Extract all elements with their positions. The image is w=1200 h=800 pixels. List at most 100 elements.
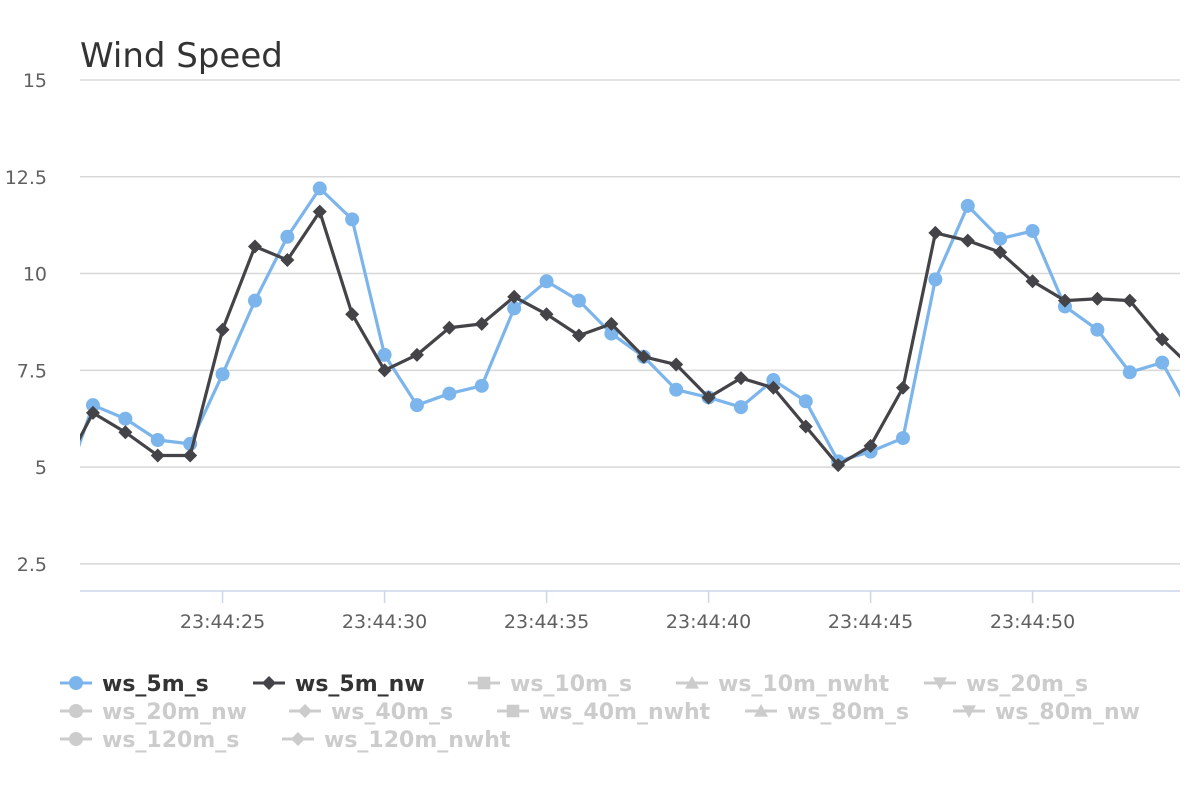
data-point (1188, 363, 1200, 377)
data-point (247, 293, 262, 308)
data-point (409, 347, 424, 362)
data-point (928, 225, 943, 240)
y-tick-label: 5 (35, 457, 47, 479)
legend-label: ws_80m_s (787, 700, 909, 725)
data-point (150, 433, 165, 448)
data-point (280, 253, 295, 268)
legend-marker (506, 704, 520, 718)
data-point (1025, 274, 1040, 289)
x-tick-label: 23:44:35 (504, 611, 589, 633)
y-tick-label: 2.5 (17, 554, 47, 576)
data-point (571, 328, 586, 343)
data-point (312, 181, 327, 196)
data-point (1155, 332, 1170, 347)
data-point (733, 371, 748, 386)
grid-lines (80, 79, 1180, 565)
data-point (604, 316, 619, 331)
legend-label: ws_5m_s (102, 672, 209, 697)
data-point (1122, 293, 1137, 308)
legend-label: ws_20m_nw (102, 700, 247, 725)
data-point (766, 373, 781, 388)
legend-item-ws_5m_nw[interactable]: ws_5m_nw (253, 672, 425, 697)
legend-marker (933, 677, 947, 690)
data-point (928, 272, 943, 287)
data-point (960, 233, 975, 248)
legend-item-ws_5m_s[interactable]: ws_5m_s (60, 672, 209, 697)
x-tick-label: 23:44:30 (342, 611, 427, 633)
legend-marker (298, 704, 312, 718)
data-point (1122, 365, 1137, 380)
legend-marker (962, 705, 976, 718)
data-point (507, 301, 522, 316)
data-point (507, 289, 522, 304)
y-axis-ticks: 2.5 5 7.5 10 12.5 15 (5, 70, 47, 576)
data-point (895, 431, 910, 446)
data-point (539, 274, 554, 289)
legend-label: ws_5m_nw (295, 672, 425, 697)
data-point (1057, 293, 1072, 308)
x-tick-label: 23:44:25 (180, 611, 265, 633)
legend-marker (754, 704, 768, 717)
legend: ws_5m_s ws_5m_nw ws_10m_s ws_10m_nwht ws_20m… (60, 672, 1140, 753)
legend-marker (477, 676, 491, 690)
legend-marker (69, 676, 83, 690)
data-point (442, 386, 457, 401)
legend-marker (69, 704, 83, 718)
data-point (701, 390, 716, 405)
legend-item-ws_20m_nw[interactable]: ws_20m_nw (60, 700, 247, 725)
data-point (798, 394, 813, 409)
data-point (345, 212, 360, 227)
x-tick-label: 23:44:40 (666, 611, 751, 633)
data-point (766, 380, 781, 395)
data-point (895, 380, 910, 395)
series-line (80, 210, 1180, 467)
data-point (604, 326, 619, 341)
data-point (733, 400, 748, 415)
legend-marker (291, 732, 305, 746)
data-point (831, 458, 846, 473)
data-point (150, 448, 165, 463)
legend-item-ws_120m_s[interactable]: ws_120m_s (60, 728, 239, 753)
y-tick-label: 15 (23, 70, 47, 92)
data-point (669, 382, 684, 397)
legend-item-ws_10m_s[interactable]: ws_10m_s (468, 672, 632, 697)
legend-label: ws_10m_nwht (718, 672, 890, 697)
series-group (54, 181, 1200, 482)
legend-label: ws_20m_s (966, 672, 1088, 697)
data-point (345, 307, 360, 322)
legend-marker (262, 676, 276, 690)
data-point (636, 349, 651, 364)
x-tick-label: 23:44:45 (828, 611, 913, 633)
data-point (312, 204, 327, 219)
legend-item-ws_10m_nwht[interactable]: ws_10m_nwht (676, 672, 890, 697)
data-point (85, 405, 100, 420)
data-point (85, 398, 100, 413)
legend-item-ws_40m_s[interactable]: ws_40m_s (289, 700, 453, 725)
legend-item-ws_120m_nwht[interactable]: ws_120m_nwht (282, 728, 511, 753)
legend-label: ws_120m_nwht (324, 728, 511, 753)
data-point (54, 468, 68, 482)
legend-marker (685, 676, 699, 689)
legend-label: ws_10m_s (510, 672, 632, 697)
data-point (215, 322, 230, 337)
legend-item-ws_80m_s[interactable]: ws_80m_s (745, 700, 909, 725)
legend-label: ws_40m_nwht (539, 700, 711, 725)
legend-item-ws_20m_s[interactable]: ws_20m_s (924, 672, 1088, 697)
data-point (442, 320, 457, 335)
data-point (247, 239, 262, 254)
data-point (960, 198, 975, 213)
data-point (539, 307, 554, 322)
data-point (993, 231, 1008, 246)
data-point (377, 347, 392, 362)
data-point (215, 367, 230, 382)
legend-label: ws_120m_s (102, 728, 239, 753)
y-tick-label: 12.5 (5, 167, 47, 189)
data-point (118, 411, 133, 426)
legend-item-ws_40m_nwht[interactable]: ws_40m_nwht (497, 700, 711, 725)
data-point (474, 378, 489, 393)
data-point (183, 448, 198, 463)
data-point (993, 245, 1008, 260)
data-point (280, 229, 295, 244)
legend-item-ws_80m_nw[interactable]: ws_80m_nw (953, 700, 1140, 725)
